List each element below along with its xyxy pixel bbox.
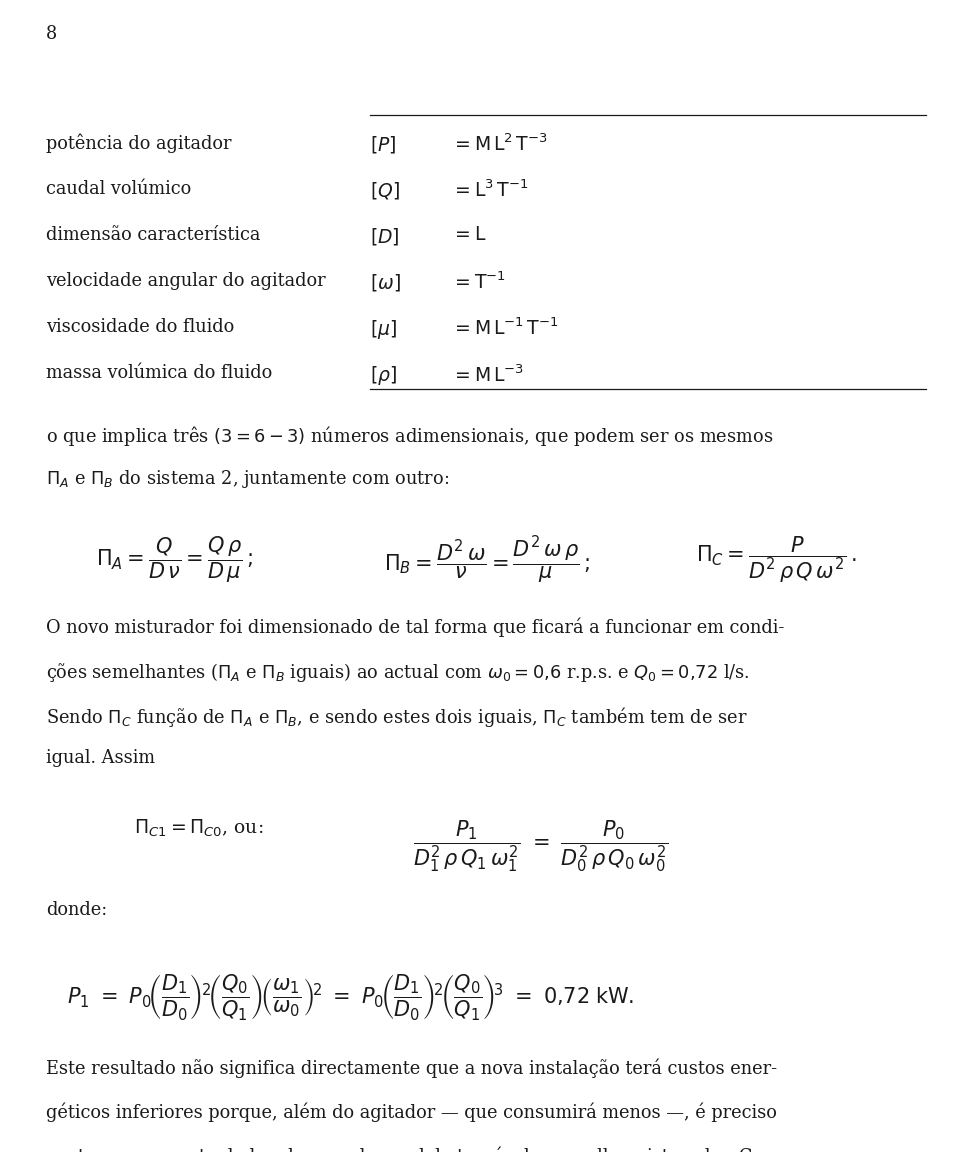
Text: O novo misturador foi dimensionado de tal forma que ficará a funcionar em condi-: O novo misturador foi dimensionado de ta… xyxy=(46,617,784,637)
Text: dimensão característica: dimensão característica xyxy=(46,226,260,244)
Text: $[\rho]$: $[\rho]$ xyxy=(370,364,396,387)
Text: $= \mathrm{L^{3}\,T^{-1}}$: $= \mathrm{L^{3}\,T^{-1}}$ xyxy=(451,180,529,202)
Text: 8: 8 xyxy=(46,25,58,44)
Text: o que implica três $(3 = 6 - 3)$ números adimensionais, que podem ser os mesmos: o que implica três $(3 = 6 - 3)$ números… xyxy=(46,424,774,448)
Text: $\Pi_C = \dfrac{P}{D^2\,\rho\,Q\,\omega^2}\,.$: $\Pi_C = \dfrac{P}{D^2\,\rho\,Q\,\omega^… xyxy=(696,535,856,584)
Text: contar com o custo de bombagem do caudal através do aparelho misturador. Con-: contar com o custo de bombagem do caudal… xyxy=(46,1146,780,1152)
Text: massa volúmica do fluido: massa volúmica do fluido xyxy=(46,364,273,382)
Text: Sendo $\Pi_C$ função de $\Pi_A$ e $\Pi_B$, e sendo estes dois iguais, $\Pi_C$ ta: Sendo $\Pi_C$ função de $\Pi_A$ e $\Pi_B… xyxy=(46,705,748,729)
Text: $[\omega]$: $[\omega]$ xyxy=(370,272,400,293)
Text: géticos inferiores porque, além do agitador — que consumirá menos —, é preciso: géticos inferiores porque, além do agita… xyxy=(46,1102,777,1122)
Text: $= \mathrm{M\,L^{-1}\,T^{-1}}$: $= \mathrm{M\,L^{-1}\,T^{-1}}$ xyxy=(451,318,559,340)
Text: ções semelhantes ($\Pi_A$ e $\Pi_B$ iguais) ao actual com $\omega_0 = 0{,}6$ r.p: ções semelhantes ($\Pi_A$ e $\Pi_B$ igua… xyxy=(46,661,750,684)
Text: $[\mu]$: $[\mu]$ xyxy=(370,318,396,341)
Text: $= \mathrm{T^{-1}}$: $= \mathrm{T^{-1}}$ xyxy=(451,272,506,294)
Text: $[P]$: $[P]$ xyxy=(370,134,396,154)
Text: velocidade angular do agitador: velocidade angular do agitador xyxy=(46,272,325,290)
Text: $\Pi_B = \dfrac{D^2\,\omega}{\nu} = \dfrac{D^2\,\omega\,\rho}{\mu}\,;$: $\Pi_B = \dfrac{D^2\,\omega}{\nu} = \dfr… xyxy=(384,535,590,586)
Text: potência do agitador: potência do agitador xyxy=(46,134,231,153)
Text: igual. Assim: igual. Assim xyxy=(46,749,156,767)
Text: $\Pi_A$ e $\Pi_B$ do sistema 2, juntamente com outro:: $\Pi_A$ e $\Pi_B$ do sistema 2, juntamen… xyxy=(46,468,449,490)
Text: $P_1\ =\ P_0\!\left(\dfrac{D_1}{D_0}\right)^{\!2}\!\left(\dfrac{Q_0}{Q_1}\right): $P_1\ =\ P_0\!\left(\dfrac{D_1}{D_0}\rig… xyxy=(67,972,635,1022)
Text: $= \mathrm{L}$: $= \mathrm{L}$ xyxy=(451,226,487,244)
Text: $[D]$: $[D]$ xyxy=(370,226,399,247)
Text: donde:: donde: xyxy=(46,901,108,919)
Text: $\Pi_A = \dfrac{Q}{D\,\nu} = \dfrac{Q\,\rho}{D\,\mu}\,;$: $\Pi_A = \dfrac{Q}{D\,\nu} = \dfrac{Q\,\… xyxy=(96,535,253,585)
Text: $\dfrac{P_1}{D_1^2\,\rho\,Q_1\,\omega_1^2}\ =\ \dfrac{P_0}{D_0^2\,\rho\,Q_0\,\om: $\dfrac{P_1}{D_1^2\,\rho\,Q_1\,\omega_1^… xyxy=(413,818,668,873)
Text: $\Pi_{C1} = \Pi_{C0}$, ou:: $\Pi_{C1} = \Pi_{C0}$, ou: xyxy=(134,818,264,839)
Text: Este resultado não significa directamente que a nova instalação terá custos ener: Este resultado não significa directament… xyxy=(46,1059,778,1078)
Text: caudal volúmico: caudal volúmico xyxy=(46,180,191,198)
Text: $[Q]$: $[Q]$ xyxy=(370,180,399,200)
Text: $= \mathrm{M\,L^{2}\,T^{-3}}$: $= \mathrm{M\,L^{2}\,T^{-3}}$ xyxy=(451,134,548,156)
Text: viscosidade do fluido: viscosidade do fluido xyxy=(46,318,234,336)
Text: $= \mathrm{M\,L^{-3}}$: $= \mathrm{M\,L^{-3}}$ xyxy=(451,364,524,386)
